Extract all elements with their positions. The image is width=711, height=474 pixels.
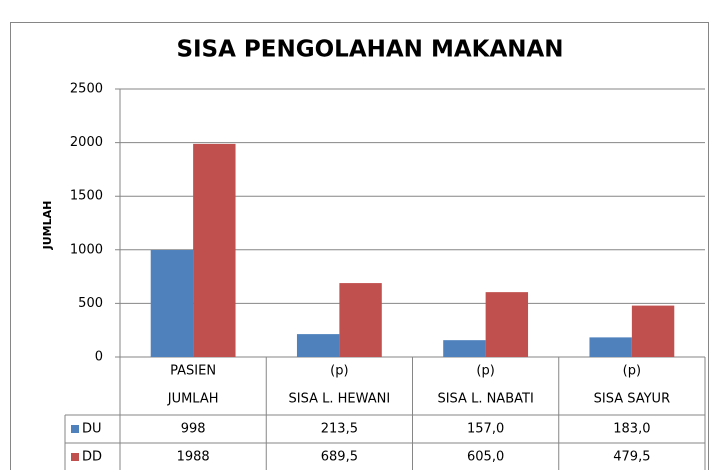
- bar: [339, 283, 382, 357]
- table-value: 689,5: [321, 450, 358, 465]
- x-tick-label: (p): [476, 364, 494, 379]
- table-value: 157,0: [467, 422, 504, 437]
- legend-swatch: [71, 453, 79, 461]
- y-tick-label: 1500: [70, 189, 103, 204]
- y-tick-label: 2500: [70, 82, 103, 97]
- y-tick-label: 0: [95, 350, 103, 365]
- chart-title: SISA PENGOLAHAN MAKANAN: [176, 37, 563, 63]
- legend-swatch: [71, 425, 79, 433]
- table-value: 605,0: [467, 450, 504, 465]
- y-tick-label: 1000: [70, 242, 103, 257]
- bar: [589, 337, 632, 357]
- x-tick-label: SISA L. HEWANI: [289, 392, 391, 407]
- bar: [150, 250, 194, 357]
- legend-label: DU: [82, 422, 102, 437]
- table-value: 998: [181, 422, 206, 437]
- bar: [296, 334, 340, 357]
- bar: [485, 292, 529, 357]
- x-tick-label: PASIEN: [170, 364, 216, 379]
- bar: [631, 305, 675, 357]
- y-tick-label: 500: [78, 296, 103, 311]
- legend-label: DD: [82, 450, 102, 465]
- x-tick-label: SISA L. NABATI: [437, 392, 533, 407]
- table-value: 183,0: [613, 422, 650, 437]
- x-tick-label: (p): [330, 364, 348, 379]
- x-tick-label: (p): [623, 364, 641, 379]
- table-value: 213,5: [321, 422, 358, 437]
- y-tick-label: 2000: [70, 135, 103, 150]
- table-value: 479,5: [613, 450, 650, 465]
- chart-border: [10, 22, 709, 474]
- bar: [193, 143, 236, 357]
- x-tick-label: SISA SAYUR: [594, 392, 670, 407]
- x-tick-label: JUMLAH: [167, 392, 219, 407]
- y-axis-label: JUMLAH: [41, 201, 54, 251]
- table-value: 1988: [177, 450, 210, 465]
- bar: [443, 340, 486, 357]
